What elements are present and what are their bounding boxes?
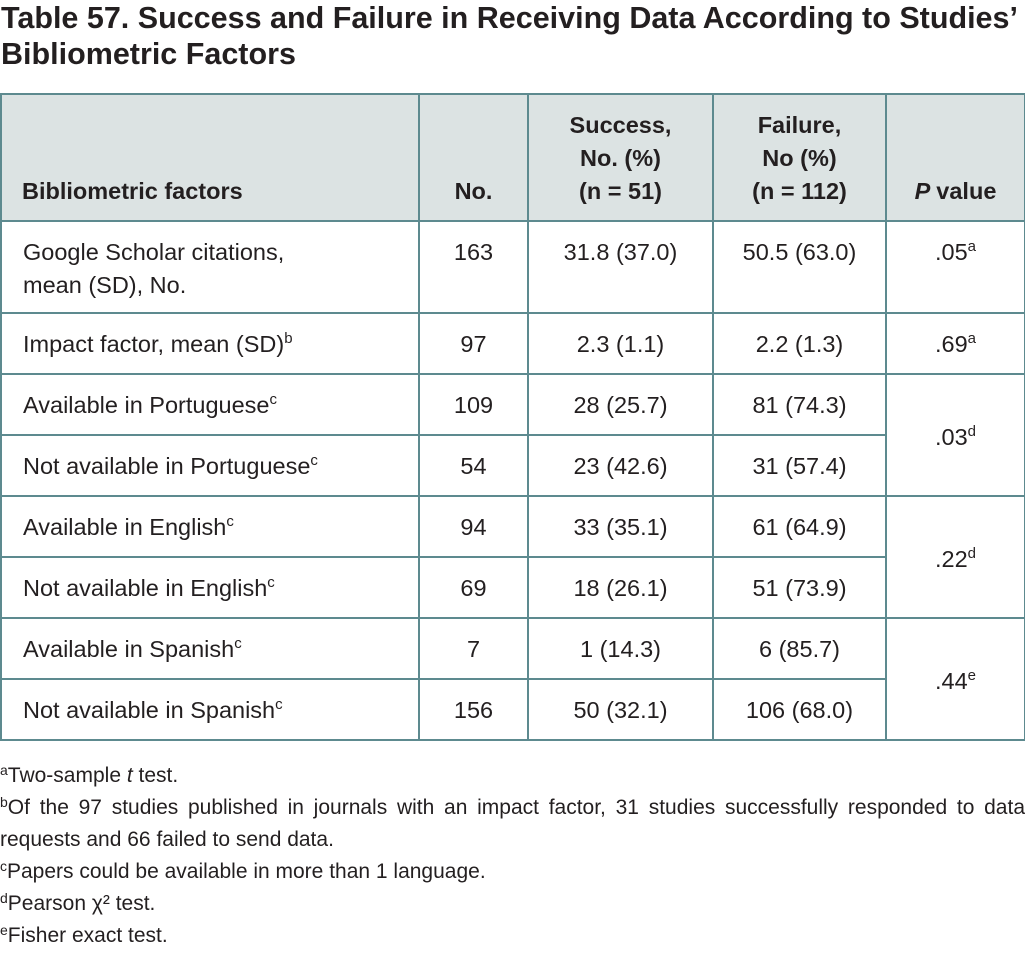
footnote-mark: b xyxy=(0,794,8,810)
p-value-cell: .22d xyxy=(885,495,1025,619)
table-row: Available in Spanishc 7 1 (14.3) 6 (85.7) .4… xyxy=(0,617,1025,741)
p-value-cell: .44e xyxy=(885,617,1025,741)
footnote-ref: a xyxy=(967,330,976,347)
p-label: value xyxy=(936,178,997,204)
failure-cell: 6 (85.7) xyxy=(712,617,887,680)
factor-cell: Available in Portuguesec xyxy=(0,373,420,436)
failure-cell: 50.5 (63.0) xyxy=(712,220,887,314)
footnote-ref: c xyxy=(226,513,234,530)
table-row: Google Scholar citations, mean (SD), No.… xyxy=(0,220,1025,314)
success-cell: 28 (25.7) xyxy=(527,373,714,436)
footnote-mark: a xyxy=(0,762,8,778)
table-row: Impact factor, mean (SD)b 97 2.3 (1.1) 2.2 … xyxy=(0,312,1025,375)
header-cell: Failure, No (%) (n = 112) xyxy=(712,93,887,222)
footnote-ref: c xyxy=(269,391,278,408)
footnote: bOf the 97 studies published in journals… xyxy=(0,792,1025,856)
footnotes: aTwo-sample t test. bOf the 97 studies pu… xyxy=(0,741,1025,952)
factor-cell: Available in Spanishc xyxy=(0,617,420,680)
count-cell: 54 xyxy=(418,434,529,497)
footnote-ref: d xyxy=(967,422,976,440)
footnote-text: Fisher exact test. xyxy=(7,924,168,947)
footnote-ref: d xyxy=(967,544,976,562)
table-row: Available in Portuguesec 109 28 (25.7) 81 (… xyxy=(0,373,1025,497)
success-cell: 1 (14.3) xyxy=(527,617,714,680)
p-value: .05 xyxy=(934,239,968,265)
table-row: Not available in Englishc 69 18 (26.1) 51 (… xyxy=(0,556,1025,619)
failure-cell: 106 (68.0) xyxy=(712,678,887,741)
factor-text: Google Scholar citations, mean (SD), No. xyxy=(23,239,285,298)
factor-cell: Impact factor, mean (SD)b xyxy=(0,312,420,375)
factor-text: Available in English xyxy=(23,514,227,540)
table-row: Not available in Portuguesec 54 23 (42.6) 3… xyxy=(0,434,1025,497)
success-cell: 23 (42.6) xyxy=(527,434,714,497)
failure-cell: 2.2 (1.3) xyxy=(712,312,887,375)
p-value: .22 xyxy=(934,545,968,572)
factor-text: Not available in English xyxy=(23,575,268,601)
failure-cell: 81 (74.3) xyxy=(712,373,887,436)
failure-cell: 31 (57.4) xyxy=(712,434,887,497)
factor-text: Not available in Portuguese xyxy=(23,453,311,479)
footnote-ref: c xyxy=(267,574,275,591)
footnote-text: Pearson χ² test. xyxy=(7,892,156,915)
footnote: dPearson χ² test. xyxy=(0,888,1025,920)
count-cell: 94 xyxy=(418,495,529,558)
factor-text: Available in Portuguese xyxy=(23,392,270,418)
factor-cell: Not available in Spanishc xyxy=(0,678,420,741)
p-value: .03 xyxy=(934,423,968,450)
count-cell: 163 xyxy=(418,220,529,314)
header-row: Bibliometric factors No. Success, No. (%… xyxy=(0,93,1025,222)
p-value: .44 xyxy=(934,667,968,694)
footnote-italic: t xyxy=(126,764,133,787)
success-cell: 18 (26.1) xyxy=(527,556,714,619)
factor-text: Available in Spanish xyxy=(23,636,235,662)
p-value: .69 xyxy=(934,331,968,357)
data-table: Bibliometric factors No. Success, No. (%… xyxy=(0,93,1025,741)
factor-cell: Google Scholar citations, mean (SD), No. xyxy=(0,220,420,314)
footnote-text: Two-sample xyxy=(7,764,127,787)
footnote-mark: c xyxy=(0,858,7,874)
footnote-ref: c xyxy=(275,696,283,713)
failure-cell: 51 (73.9) xyxy=(712,556,887,619)
factor-text: Not available in Spanish xyxy=(23,697,276,723)
factor-cell: Available in Englishc xyxy=(0,495,420,558)
table-row: Not available in Spanishc 156 50 (32.1) 106… xyxy=(0,678,1025,741)
p-value-cell: .69a xyxy=(885,312,1025,375)
count-cell: 69 xyxy=(418,556,529,619)
p-value-cell: .05a xyxy=(885,220,1025,314)
footnote-text: test. xyxy=(132,764,179,787)
count-cell: 109 xyxy=(418,373,529,436)
footnote: eFisher exact test. xyxy=(0,920,1025,952)
footnote-ref: e xyxy=(967,666,976,684)
footnote-mark: e xyxy=(0,922,8,938)
footnote: aTwo-sample t test. xyxy=(0,760,1025,792)
success-cell: 33 (35.1) xyxy=(527,495,714,558)
footnote-ref: b xyxy=(284,330,293,347)
footnote-text: Of the 97 studies published in journals … xyxy=(0,796,1025,851)
header-cell: Success, No. (%) (n = 51) xyxy=(527,93,714,222)
header-cell: Bibliometric factors xyxy=(0,93,420,222)
p-symbol: P xyxy=(914,178,931,204)
success-cell: 2.3 (1.1) xyxy=(527,312,714,375)
factor-cell: Not available in Englishc xyxy=(0,556,420,619)
header-cell: No. xyxy=(418,93,529,222)
footnote: cPapers could be available in more than … xyxy=(0,856,1025,888)
success-cell: 31.8 (37.0) xyxy=(527,220,714,314)
count-cell: 7 xyxy=(418,617,529,680)
footnote-text: Papers could be available in more than 1… xyxy=(7,860,486,883)
success-cell: 50 (32.1) xyxy=(527,678,714,741)
footnote-ref: c xyxy=(234,635,242,652)
footnote-ref: c xyxy=(310,452,318,469)
failure-cell: 61 (64.9) xyxy=(712,495,887,558)
count-cell: 156 xyxy=(418,678,529,741)
count-cell: 97 xyxy=(418,312,529,375)
factor-cell: Not available in Portuguesec xyxy=(0,434,420,497)
footnote-mark: d xyxy=(0,890,8,906)
table-title: Table 57. Success and Failure in Receivi… xyxy=(1,1,1017,71)
factor-text: Impact factor, mean (SD) xyxy=(23,331,285,357)
footnote-ref: a xyxy=(967,238,976,255)
table-row: Available in Englishc 94 33 (35.1) 61 (64.9… xyxy=(0,495,1025,619)
p-value-cell: .03d xyxy=(885,373,1025,497)
